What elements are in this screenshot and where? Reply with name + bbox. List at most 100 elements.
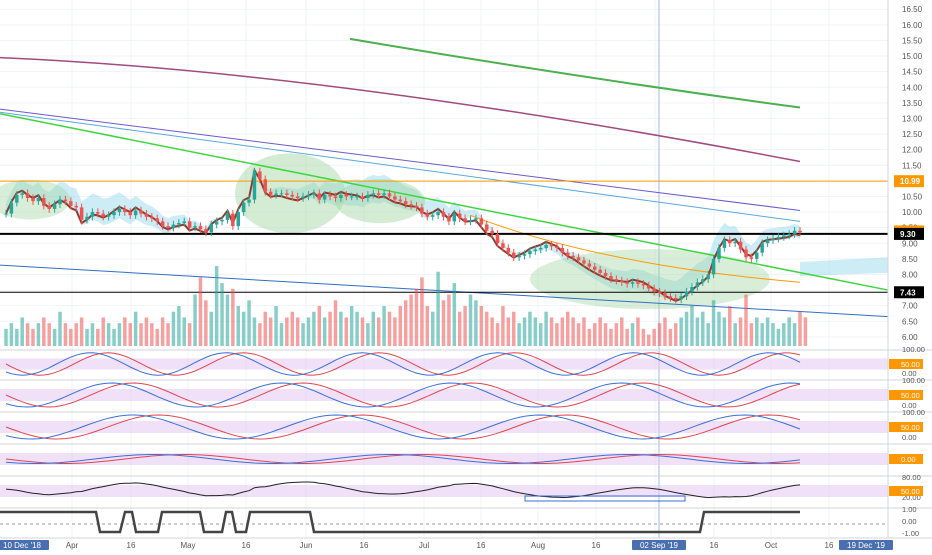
volume-bar: [290, 311, 295, 346]
candle-body: [652, 288, 656, 292]
candle-body: [328, 194, 332, 197]
rsi-box: [524, 495, 686, 502]
candle-body: [150, 216, 154, 219]
panel-value-label: 50.00: [901, 423, 920, 432]
volume-bar: [533, 317, 538, 346]
volume-bar: [36, 323, 41, 346]
candle-body: [706, 274, 710, 280]
price-tick-label: 6.50: [902, 317, 918, 326]
volume-bar: [69, 328, 73, 346]
candle-body: [420, 207, 424, 214]
candle-body: [398, 199, 403, 202]
candle-body: [85, 216, 89, 220]
volume-bar: [160, 317, 165, 346]
candle-body: [279, 193, 284, 195]
candle-body: [74, 205, 78, 208]
volume-bar: [674, 323, 678, 346]
candle-body: [252, 171, 257, 200]
candle-body: [555, 246, 559, 248]
candle-body: [128, 212, 132, 216]
candle-body: [225, 213, 230, 220]
volume-bar: [787, 317, 791, 346]
volume-bar: [528, 311, 532, 346]
volume-bar: [614, 323, 619, 346]
volume-bar: [31, 328, 35, 346]
candle-body: [474, 218, 478, 220]
volume-bar: [587, 328, 592, 346]
candle-body: [711, 258, 716, 275]
panel-tick-label: 0.00: [902, 369, 917, 378]
price-tick-label: 13.00: [902, 114, 923, 123]
volume-bar: [322, 317, 327, 346]
indicator-band: [0, 389, 888, 401]
candle-body: [657, 291, 662, 294]
panel-value-tag: [889, 454, 923, 464]
candle-body: [630, 282, 635, 284]
volume-bar: [663, 317, 667, 346]
price-tick-label: 8.00: [902, 270, 918, 279]
volume-bar: [630, 323, 635, 346]
candle-body: [268, 191, 273, 195]
candle-body: [79, 207, 84, 220]
panel-tick-label: 0.00: [902, 401, 917, 410]
candle-body: [717, 247, 721, 259]
volume-bar: [679, 317, 683, 346]
candle-body: [306, 194, 311, 197]
volume-bar: [657, 323, 662, 346]
candle-body: [220, 219, 224, 222]
volume-bar: [603, 323, 608, 346]
candle-body: [231, 213, 235, 227]
volume-bar: [177, 306, 181, 346]
volume-bar: [598, 317, 602, 346]
volume-bar: [647, 334, 651, 346]
volume-bar: [123, 317, 127, 346]
panel-value-tag: [889, 359, 923, 369]
candle-body: [371, 193, 376, 195]
volume-bar: [139, 323, 143, 346]
volume-bar: [436, 271, 440, 346]
panel-value-label: 50.00: [901, 360, 920, 369]
candle-body: [452, 213, 457, 222]
candle-body: [349, 196, 354, 198]
volume-bar: [463, 306, 467, 346]
volume-bar: [733, 323, 737, 346]
volume-bar: [409, 294, 413, 346]
indicator-line: [5, 382, 801, 408]
panel-tick-label: 0.00: [902, 517, 917, 526]
volume-bar: [285, 317, 289, 346]
volume-bar: [544, 311, 548, 346]
time-tick-label: 16: [592, 541, 601, 550]
volume-bar: [582, 317, 586, 346]
candle-body: [684, 291, 689, 297]
candle-body: [641, 283, 646, 286]
candle-body: [52, 204, 57, 209]
candle-body: [798, 230, 802, 233]
volume-bar: [684, 311, 689, 346]
candle-body: [755, 252, 759, 259]
volume-bar: [252, 317, 257, 346]
candle-body: [436, 212, 440, 216]
candle-body: [177, 222, 181, 225]
volume-bar: [425, 306, 430, 346]
candle-body: [36, 198, 41, 202]
candle-body: [376, 193, 381, 195]
candle-body: [171, 224, 176, 228]
volume-bar: [117, 323, 122, 346]
volume-bar: [522, 317, 527, 346]
candle-body: [479, 218, 484, 225]
volume-bar: [171, 311, 176, 346]
volume-bar: [4, 328, 8, 346]
volume-bar: [468, 294, 473, 346]
candle-body: [409, 204, 413, 206]
candle-body: [42, 198, 46, 206]
volume-bar: [495, 323, 500, 346]
candle-body: [317, 193, 322, 200]
candle-body: [701, 279, 705, 283]
volume-bar: [765, 317, 770, 346]
volume-bar: [706, 323, 710, 346]
candle-body: [603, 272, 608, 277]
volume-bar: [295, 317, 300, 346]
candle-body: [620, 280, 624, 283]
